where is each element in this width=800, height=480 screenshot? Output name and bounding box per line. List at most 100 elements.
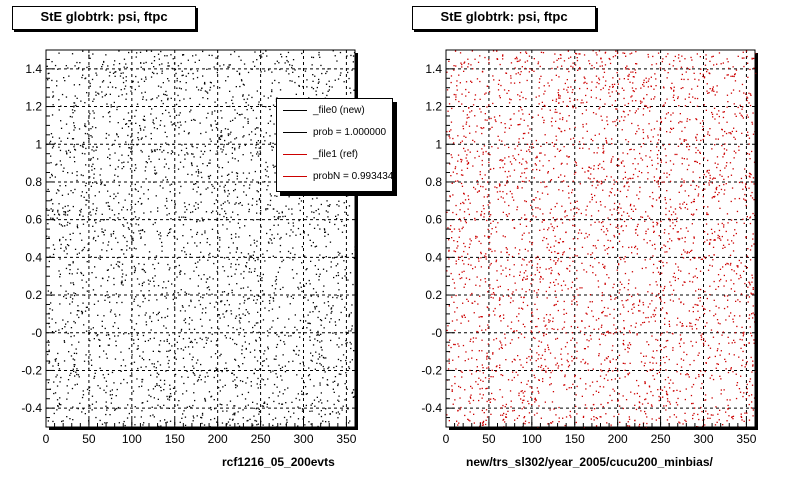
data-point (569, 257, 571, 259)
data-point (266, 232, 268, 235)
data-point (627, 114, 629, 116)
data-point (233, 405, 235, 407)
data-point (58, 203, 60, 205)
data-point (226, 181, 228, 183)
data-point (291, 269, 294, 271)
data-point (276, 195, 278, 197)
data-point (695, 160, 697, 163)
data-point (182, 357, 185, 359)
data-point (656, 284, 658, 286)
data-point (269, 204, 271, 206)
data-point (639, 301, 641, 303)
data-point (693, 412, 695, 415)
data-point (69, 222, 71, 225)
data-point (208, 162, 210, 164)
data-point (481, 148, 483, 150)
data-point (683, 249, 685, 251)
data-point (196, 181, 198, 183)
data-point (563, 321, 566, 323)
data-point (504, 421, 506, 423)
data-point (171, 124, 173, 126)
data-point (285, 56, 288, 58)
data-point (206, 293, 208, 295)
data-point (141, 378, 143, 381)
data-point (488, 399, 490, 401)
data-point (712, 246, 715, 248)
data-point (531, 404, 533, 406)
data-point (680, 142, 683, 145)
data-point (702, 195, 704, 198)
data-point (510, 124, 512, 126)
data-point (230, 310, 232, 312)
data-point (247, 286, 249, 288)
data-point (96, 207, 98, 209)
data-point (91, 165, 93, 168)
data-point (72, 368, 74, 370)
data-point (89, 57, 91, 59)
data-point (257, 127, 259, 129)
data-point (715, 406, 717, 408)
data-point (502, 197, 504, 199)
data-point (167, 280, 170, 282)
data-point (194, 338, 196, 341)
data-point (129, 157, 132, 159)
data-point (47, 79, 49, 81)
data-point (140, 149, 142, 152)
data-point (120, 382, 122, 385)
data-point (193, 205, 195, 207)
data-point (117, 335, 119, 337)
data-point (127, 126, 130, 128)
data-point (326, 200, 328, 202)
data-point (235, 251, 237, 253)
data-point (290, 229, 292, 231)
data-point (644, 381, 646, 383)
data-point (740, 262, 742, 264)
data-point (257, 103, 260, 106)
data-point (568, 364, 571, 366)
data-point (183, 216, 185, 218)
data-point (242, 409, 244, 411)
data-point (523, 119, 525, 121)
data-point (561, 289, 563, 291)
data-point (126, 222, 129, 224)
data-point (56, 85, 58, 87)
data-point (178, 133, 180, 135)
data-point (202, 97, 204, 99)
data-point (651, 405, 653, 407)
data-point (543, 320, 545, 322)
data-point (118, 261, 121, 263)
data-point (661, 60, 663, 63)
data-point (481, 210, 483, 213)
data-point (642, 301, 644, 304)
data-point (686, 67, 688, 69)
data-point (602, 263, 604, 266)
data-point (232, 242, 234, 244)
data-point (576, 269, 578, 272)
data-point (527, 125, 529, 127)
data-point (57, 405, 59, 407)
data-point (221, 300, 223, 302)
data-point (466, 298, 468, 300)
data-point (47, 382, 50, 384)
data-point (470, 397, 472, 399)
data-point (616, 164, 618, 166)
data-point (109, 296, 111, 298)
data-point (648, 344, 650, 346)
data-point (130, 363, 132, 365)
data-point (480, 257, 482, 259)
data-point (332, 381, 334, 383)
data-point (348, 315, 350, 318)
data-point (476, 276, 478, 278)
data-point (740, 347, 742, 349)
data-point (250, 107, 253, 109)
data-point (182, 306, 184, 308)
data-point (187, 72, 190, 75)
data-point (534, 398, 536, 400)
data-point (467, 263, 470, 266)
data-point (135, 223, 137, 225)
data-point (522, 366, 524, 368)
data-point (313, 385, 315, 387)
data-point (267, 204, 269, 206)
data-point (53, 392, 55, 395)
data-point (725, 360, 727, 363)
